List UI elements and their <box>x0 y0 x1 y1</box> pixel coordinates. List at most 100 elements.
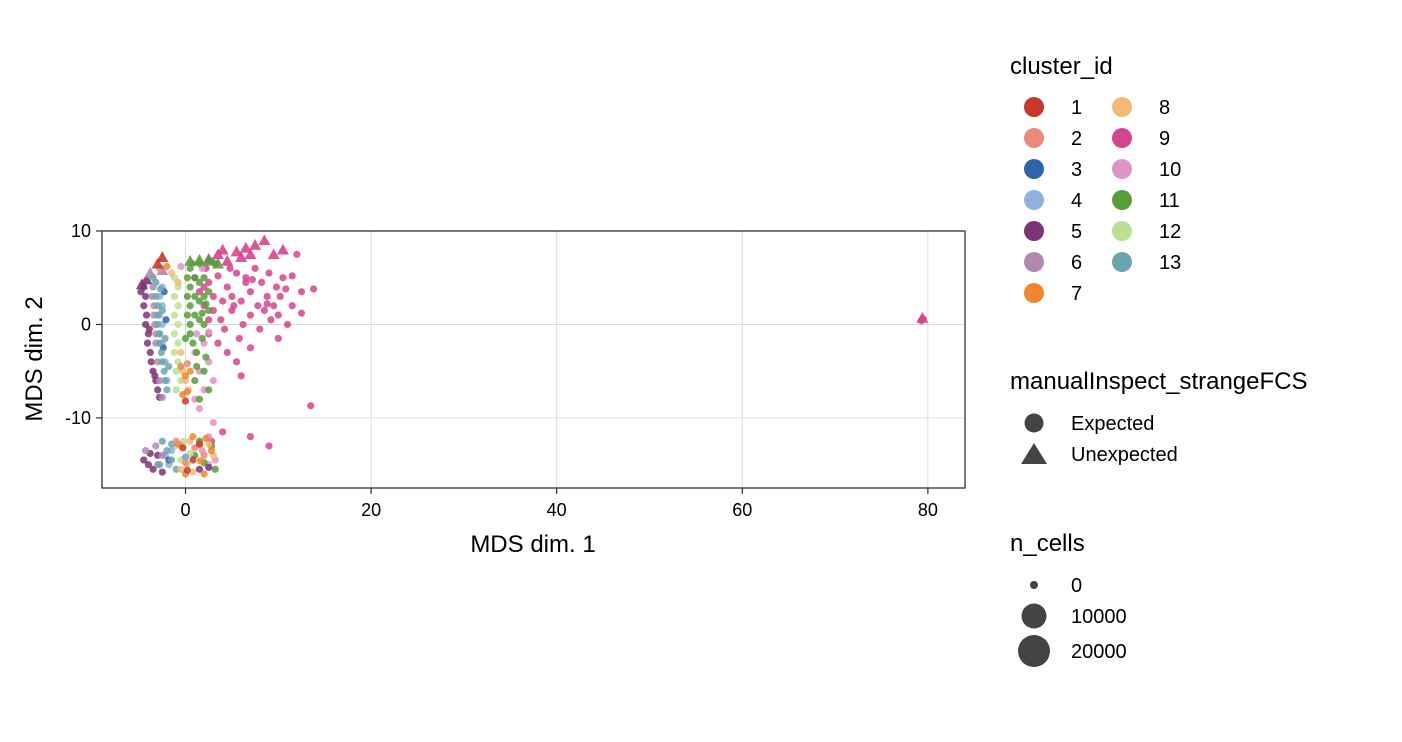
legend-label-size: 10000 <box>1071 606 1127 628</box>
data-point <box>142 292 150 301</box>
data-point <box>186 330 194 338</box>
data-point <box>167 269 176 277</box>
data-point <box>230 302 238 310</box>
data-point <box>200 283 208 291</box>
legend-title-n-cells: n_cells <box>1010 530 1085 557</box>
data-point-triangle <box>211 257 224 269</box>
data-point <box>160 367 168 375</box>
data-point <box>189 433 197 441</box>
data-point <box>183 292 191 301</box>
data-point <box>195 288 204 296</box>
data-point <box>195 297 204 305</box>
data-point <box>200 470 208 478</box>
data-point <box>145 325 153 333</box>
data-point <box>170 348 178 357</box>
data-point <box>274 311 282 319</box>
data-point <box>263 292 271 301</box>
data-point <box>214 339 222 347</box>
data-point <box>186 320 194 329</box>
legend-key-triangle <box>1021 443 1047 464</box>
data-point <box>155 461 164 469</box>
data-point <box>220 325 229 333</box>
data-point <box>246 433 255 441</box>
data-point <box>177 465 185 473</box>
legends: cluster_id12345678910111213manualInspect… <box>1010 53 1308 667</box>
data-point <box>195 395 204 403</box>
data-point <box>186 367 194 375</box>
data-point <box>279 274 287 282</box>
data-point-triangle <box>193 253 206 265</box>
data-point <box>151 372 159 380</box>
legend-label-cluster-9: 9 <box>1159 128 1170 150</box>
legend-label-cluster-8: 8 <box>1159 97 1170 119</box>
data-point-triangle <box>239 241 252 253</box>
data-point <box>195 316 204 324</box>
data-point <box>211 465 219 473</box>
x-axis-title: MDS dim. 1 <box>470 531 595 558</box>
data-point <box>226 264 234 272</box>
legend-key-cluster-10 <box>1112 159 1132 179</box>
data-point <box>293 250 301 258</box>
legend-label-cluster-4: 4 <box>1071 190 1082 212</box>
plot-panel <box>102 231 965 488</box>
legend-key-size <box>1018 635 1050 667</box>
legend-key-cluster-5 <box>1024 221 1044 241</box>
legend-label-size: 20000 <box>1071 641 1127 663</box>
legend-key-cluster-4 <box>1024 190 1044 210</box>
data-point <box>239 320 247 329</box>
legend-label-shape: Unexpected <box>1071 444 1178 466</box>
legend-title-cluster-id: cluster_id <box>1010 53 1113 80</box>
x-tick-label: 80 <box>918 500 938 520</box>
data-point <box>189 456 197 464</box>
data-point <box>158 451 166 459</box>
data-point <box>152 292 160 301</box>
data-point <box>205 288 213 296</box>
data-point <box>191 376 199 385</box>
data-point <box>265 442 273 450</box>
y-axis-title: MDS dim. 2 <box>21 296 48 421</box>
data-point <box>228 292 236 301</box>
data-point <box>142 311 151 319</box>
data-point <box>161 334 169 343</box>
data-point <box>191 274 199 282</box>
data-point-triangle <box>184 254 197 266</box>
data-point <box>205 328 213 336</box>
data-point <box>193 348 201 357</box>
y-tick-label: 10 <box>71 221 91 241</box>
data-point <box>237 297 245 305</box>
data-point <box>265 269 273 277</box>
legend-label-cluster-7: 7 <box>1071 283 1082 305</box>
data-point <box>205 440 213 448</box>
data-point <box>205 463 213 472</box>
data-point <box>205 278 213 286</box>
x-tick-label: 60 <box>732 500 752 520</box>
data-point <box>143 339 152 347</box>
data-point-triangle <box>244 248 257 260</box>
data-point <box>183 360 191 368</box>
data-point <box>193 330 201 338</box>
data-point <box>152 278 160 286</box>
data-point <box>219 297 227 305</box>
data-point <box>297 309 306 317</box>
data-point <box>154 320 162 329</box>
data-point <box>195 278 204 286</box>
data-point <box>198 309 206 317</box>
data-point <box>254 302 262 310</box>
data-point-triangle <box>276 243 289 255</box>
legend-label-cluster-13: 13 <box>1159 252 1181 274</box>
legend-title-manual-inspect: manualInspect_strangeFCS <box>1010 368 1308 395</box>
data-point <box>174 302 182 310</box>
legend-label-cluster-5: 5 <box>1071 221 1082 243</box>
data-point <box>172 386 180 394</box>
data-point <box>158 468 166 476</box>
data-point <box>237 372 245 380</box>
data-point <box>270 302 278 310</box>
data-point <box>158 306 166 315</box>
data-point-triangle <box>916 311 929 323</box>
data-point <box>163 447 171 455</box>
data-point <box>152 442 160 450</box>
y-tick-label: 0 <box>81 314 91 334</box>
data-point <box>246 311 255 319</box>
legend-key-cluster-8 <box>1112 97 1132 117</box>
data-point-triangle <box>140 273 153 285</box>
